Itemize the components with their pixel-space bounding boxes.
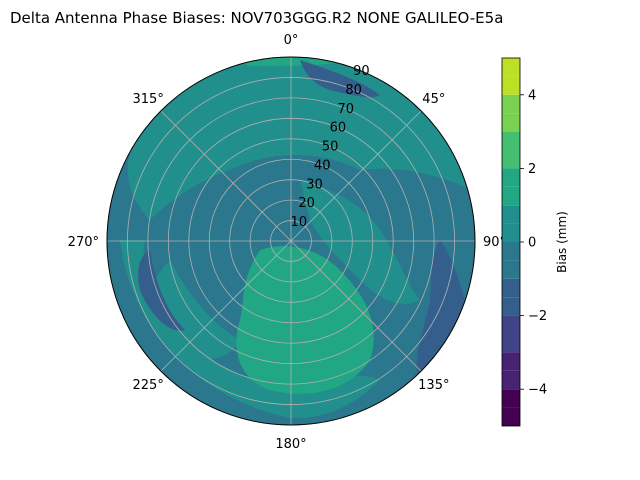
colorbar: −4 −2 0 2 4 Bias (mm): [501, 57, 569, 427]
colorbar-tick-label: −4: [528, 383, 547, 398]
r-tick-label: 10: [291, 215, 308, 230]
colorbar-band: [502, 186, 520, 206]
colorbar-band: [502, 131, 520, 150]
contour-teal-region: [127, 57, 473, 221]
colorbar-band: [502, 352, 520, 371]
chart-title: Delta Antenna Phase Biases: NOV703GGG.R2…: [10, 9, 503, 27]
theta-tick-label: 180°: [275, 437, 306, 452]
contour-blue-region: [416, 240, 470, 385]
polar-plot: 10 20 30 40 50 60 70 80 90 0° 45° 90° 135° 180° 225° 2…: [68, 33, 506, 452]
theta-grid-line: [290, 110, 422, 242]
r-tick-labels: 10 20 30 40 50 60 70 80 90: [291, 64, 370, 230]
r-tick-label: 30: [306, 177, 323, 192]
r-tick-label: 60: [330, 121, 347, 136]
r-tick-label: 40: [314, 158, 331, 173]
colorbar-band: [502, 223, 520, 242]
colorbar-tick-label: 2: [528, 162, 536, 177]
theta-tick-label: 0°: [284, 33, 299, 48]
contour-blue-region: [300, 60, 380, 98]
theta-tick-labels: 0° 45° 90° 135° 180° 225° 270° 315°: [68, 33, 506, 452]
colorbar-band: [502, 297, 520, 316]
theta-grid-line: [160, 240, 292, 372]
contour-teal-region: [120, 240, 380, 419]
colorbar-tick-label: −2: [528, 309, 547, 324]
colorbar-band: [502, 370, 520, 390]
colorbar-band: [502, 315, 520, 334]
theta-grid-line: [160, 110, 292, 242]
colorbar-band: [502, 58, 520, 77]
colorbar-band: [502, 260, 520, 279]
contour-teal-region: [300, 180, 420, 304]
r-tick-label: 80: [345, 83, 362, 98]
colorbar-band: [502, 242, 520, 261]
theta-tick-label: 315°: [133, 92, 164, 107]
colorbar-label: Bias (mm): [555, 211, 569, 273]
r-tick-label: 90: [353, 64, 370, 79]
theta-tick-label: 90°: [483, 235, 506, 250]
theta-tick-label: 225°: [133, 378, 164, 393]
colorbar-band: [502, 168, 520, 187]
colorbar-band: [502, 150, 520, 169]
colorbar-band: [502, 205, 520, 224]
contour-blue-region: [138, 250, 185, 331]
colorbar-band: [502, 76, 520, 95]
colorbar-bands: [502, 58, 520, 426]
colorbar-band: [502, 94, 520, 114]
theta-tick-label: 135°: [418, 378, 449, 393]
colorbar-band: [502, 278, 520, 298]
r-tick-label: 20: [298, 196, 315, 211]
colorbar-tick-label: 4: [528, 88, 536, 103]
colorbar-band: [502, 113, 520, 132]
colorbar-ticks: −4 −2 0 2 4: [520, 88, 547, 398]
theta-tick-label: 45°: [422, 92, 445, 107]
contour-green-region: [236, 246, 374, 394]
colorbar-band: [502, 389, 520, 408]
colorbar-band: [502, 334, 520, 353]
r-tick-label: 50: [322, 140, 339, 155]
polar-grid: [106, 56, 476, 426]
theta-grid-line: [290, 240, 422, 372]
polar-frame: [106, 56, 476, 426]
theta-tick-label: 270°: [68, 235, 99, 250]
r-tick-label: 70: [337, 102, 354, 117]
colorbar-band: [502, 407, 520, 426]
colorbar-tick-label: 0: [528, 236, 536, 251]
